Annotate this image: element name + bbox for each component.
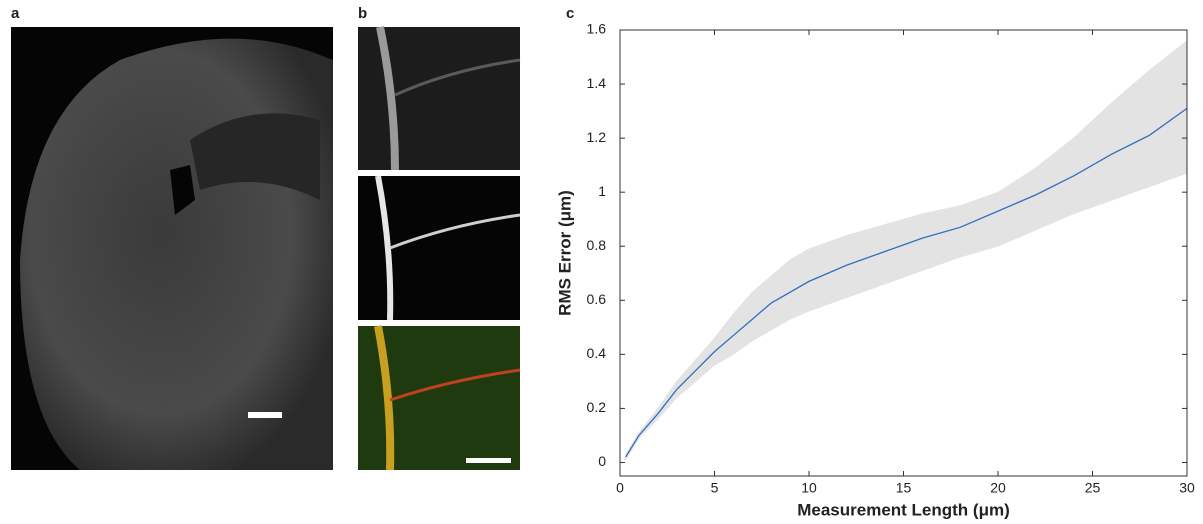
y-tick-label: 1	[598, 183, 606, 199]
panel-b-images	[358, 26, 521, 471]
y-tick-label: 1.4	[587, 75, 607, 91]
error-band	[846, 224, 885, 299]
panel-label: c	[566, 5, 574, 22]
x-tick-label: 25	[1085, 480, 1101, 496]
panel-label: a	[11, 5, 20, 22]
error-band	[638, 407, 659, 440]
error-band	[1148, 39, 1188, 188]
y-tick-label: 0.4	[587, 345, 607, 361]
x-axis-label: Measurement Length (μm)	[797, 500, 1010, 519]
y-tick-label: 0.8	[587, 237, 607, 253]
y-tick-label: 1.2	[587, 129, 607, 145]
error-band	[1073, 102, 1112, 215]
x-tick-label: 5	[711, 480, 719, 496]
x-tick-label: 30	[1179, 480, 1195, 496]
error-band	[1035, 137, 1074, 231]
error-band	[714, 312, 734, 366]
x-tick-label: 15	[896, 480, 912, 496]
y-tick-label: 1.6	[587, 21, 607, 37]
error-band	[733, 291, 753, 356]
error-band	[751, 275, 772, 342]
error-band	[1111, 69, 1150, 201]
error-band	[770, 258, 791, 331]
error-band	[789, 248, 810, 320]
error-band	[997, 167, 1037, 247]
y-tick-label: 0.6	[587, 291, 607, 307]
y-tick-label: 0	[598, 453, 606, 469]
panel-label: b	[358, 5, 367, 22]
x-tick-label: 0	[616, 480, 624, 496]
panel-a-image	[11, 27, 333, 471]
error-band	[695, 337, 715, 383]
y-axis-label: RMS Error (μm)	[555, 190, 574, 316]
mean-line	[625, 107, 1188, 458]
error-band	[657, 380, 678, 421]
error-band	[676, 358, 696, 399]
x-tick-label: 20	[990, 480, 1006, 496]
x-tick-label: 10	[801, 480, 817, 496]
error-band	[922, 205, 961, 272]
y-tick-label: 0.2	[587, 399, 607, 415]
